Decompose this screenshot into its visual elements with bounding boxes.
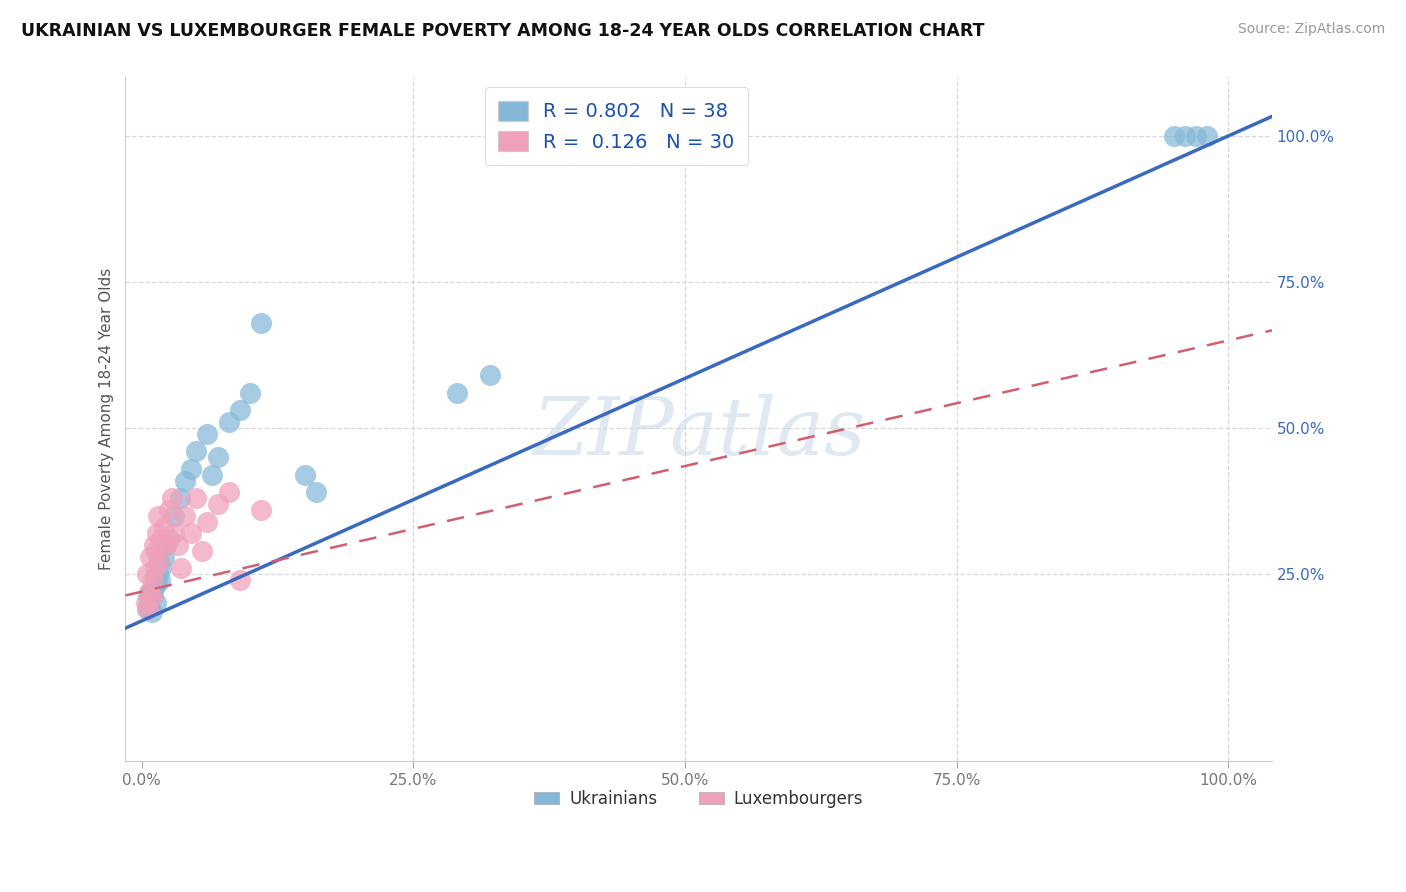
Point xyxy=(446,386,468,401)
Point xyxy=(304,485,326,500)
Text: Source: ZipAtlas.com: Source: ZipAtlas.com xyxy=(1237,22,1385,37)
Point xyxy=(146,526,169,541)
Point xyxy=(135,596,157,610)
Point xyxy=(143,561,166,575)
Point xyxy=(166,538,188,552)
Point xyxy=(207,450,229,465)
Point xyxy=(190,543,212,558)
Point xyxy=(195,515,218,529)
Legend: Ukrainians, Luxembourgers: Ukrainians, Luxembourgers xyxy=(527,783,870,814)
Point xyxy=(250,316,273,330)
Point xyxy=(143,570,166,584)
Point xyxy=(1185,128,1208,143)
Point xyxy=(218,485,240,500)
Point xyxy=(148,556,170,570)
Point xyxy=(184,444,207,458)
Point xyxy=(180,526,202,541)
Point xyxy=(160,491,183,505)
Point xyxy=(145,543,167,558)
Point xyxy=(195,426,218,441)
Point xyxy=(146,508,169,523)
Text: UKRAINIAN VS LUXEMBOURGER FEMALE POVERTY AMONG 18-24 YEAR OLDS CORRELATION CHART: UKRAINIAN VS LUXEMBOURGER FEMALE POVERTY… xyxy=(21,22,984,40)
Point xyxy=(136,567,159,582)
Point xyxy=(1174,128,1197,143)
Point xyxy=(163,526,186,541)
Point xyxy=(152,520,174,534)
Point xyxy=(143,579,166,593)
Point xyxy=(149,573,172,587)
Point xyxy=(170,561,193,575)
Point xyxy=(155,538,177,552)
Text: ZIPatlas: ZIPatlas xyxy=(531,394,866,472)
Point xyxy=(141,605,163,619)
Point xyxy=(184,491,207,505)
Point xyxy=(139,584,162,599)
Point xyxy=(163,508,186,523)
Point xyxy=(138,584,160,599)
Point xyxy=(142,588,165,602)
Point xyxy=(157,532,180,546)
Point xyxy=(138,599,160,614)
Point xyxy=(150,561,173,575)
Point xyxy=(1195,128,1218,143)
Point xyxy=(146,567,169,582)
Point xyxy=(250,503,273,517)
Point xyxy=(218,415,240,429)
Point xyxy=(174,508,197,523)
Point xyxy=(145,596,167,610)
Point xyxy=(142,538,165,552)
Point xyxy=(157,503,180,517)
Point xyxy=(136,602,159,616)
Point xyxy=(142,573,165,587)
Point xyxy=(294,467,316,482)
Point xyxy=(1163,128,1185,143)
Point xyxy=(141,591,163,605)
Point xyxy=(148,556,170,570)
Y-axis label: Female Poverty Among 18-24 Year Olds: Female Poverty Among 18-24 Year Olds xyxy=(100,268,114,570)
Point xyxy=(228,573,250,587)
Point xyxy=(478,368,501,383)
Point xyxy=(169,491,191,505)
Point xyxy=(174,474,197,488)
Point xyxy=(155,538,177,552)
Point xyxy=(152,549,174,564)
Point xyxy=(180,462,202,476)
Point xyxy=(146,575,169,590)
Point xyxy=(136,602,159,616)
Point xyxy=(201,467,224,482)
Point xyxy=(239,386,262,401)
Point xyxy=(207,497,229,511)
Point xyxy=(136,591,159,605)
Point xyxy=(142,582,165,596)
Point xyxy=(139,549,162,564)
Point xyxy=(150,532,173,546)
Point xyxy=(228,403,250,417)
